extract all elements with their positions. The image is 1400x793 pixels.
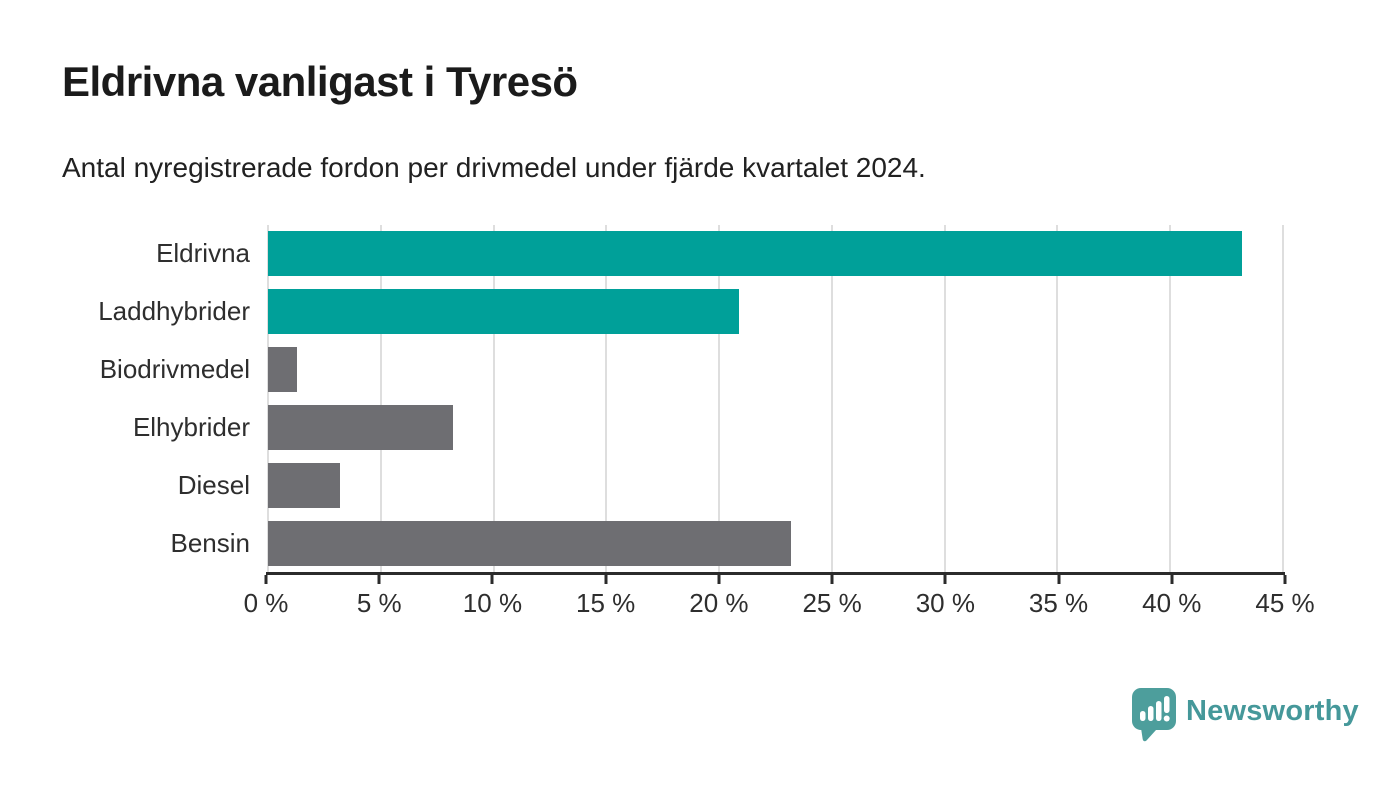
x-axis-tick-label: 30 % <box>915 588 975 618</box>
x-axis-tick-label: 35 % <box>1028 588 1089 618</box>
x-axis-tick-label: 15 % <box>576 588 636 618</box>
x-axis-tick-label: 10 % <box>462 588 523 618</box>
bar-eldrivna <box>268 231 1243 277</box>
newsworthy-logo-text: Newsworthy <box>1186 694 1359 727</box>
y-axis-category-labels: Eldrivna Laddhybrider Biodrivmedel Elhybrid… <box>0 225 250 572</box>
x-axis-tick-label: 20 % <box>689 588 749 618</box>
bar-diesel <box>268 462 341 508</box>
category-label: Bensin <box>170 527 251 558</box>
x-axis-tick <box>943 575 947 584</box>
x-axis-tick-label: 5 % <box>356 588 402 618</box>
x-axis-tick <box>1170 575 1174 584</box>
bar-elhybrider <box>268 404 453 450</box>
x-axis-tick <box>1283 575 1287 584</box>
x-axis-tick-label: 45 % <box>1255 588 1315 618</box>
x-axis-line <box>266 572 1285 575</box>
category-label: Elhybrider <box>132 411 250 442</box>
gridline <box>830 225 833 573</box>
gridline <box>1169 225 1172 573</box>
chart-subtitle: Antal nyregistrerade fordon per drivmede… <box>62 152 926 183</box>
gridline <box>492 225 495 573</box>
newsworthy-logo[interactable]: Newsworthy <box>1131 687 1359 743</box>
gridline <box>605 225 608 573</box>
gridline <box>267 225 269 573</box>
x-axis-tick <box>264 575 268 584</box>
bar-laddhybrider <box>268 289 740 335</box>
chart-title: Eldrivna vanligast i Tyresö <box>62 58 578 105</box>
category-label: Laddhybrider <box>98 296 250 327</box>
category-label: Eldrivna <box>156 238 250 269</box>
x-axis-tick-label: 40 % <box>1142 588 1202 618</box>
x-axis-tick <box>1057 575 1061 584</box>
newsworthy-logo-icon <box>1132 688 1176 742</box>
category-label: Biodrivmedel <box>99 354 250 385</box>
x-axis-tick <box>830 575 834 584</box>
x-axis-tick <box>377 575 381 584</box>
x-axis-tick-label: 0 % <box>243 588 289 618</box>
gridline <box>943 225 946 573</box>
gridline <box>1282 225 1284 573</box>
bar-chart-plot-area <box>267 225 1284 573</box>
category-label: Diesel <box>177 469 250 500</box>
x-axis-tick <box>604 575 608 584</box>
x-axis-tick <box>717 575 721 584</box>
x-axis: 0 % 5 % 10 % 15 % 20 % 25 % 30 % 35 % 40 % 45 % <box>244 572 1315 618</box>
gridline <box>379 225 382 573</box>
x-axis-tick-label: 25 % <box>802 588 862 618</box>
bar-biodrivmedel <box>268 347 298 393</box>
gridline <box>1056 225 1059 573</box>
gridline <box>718 225 721 573</box>
x-axis-tick <box>490 575 494 584</box>
bar-bensin <box>268 520 792 566</box>
